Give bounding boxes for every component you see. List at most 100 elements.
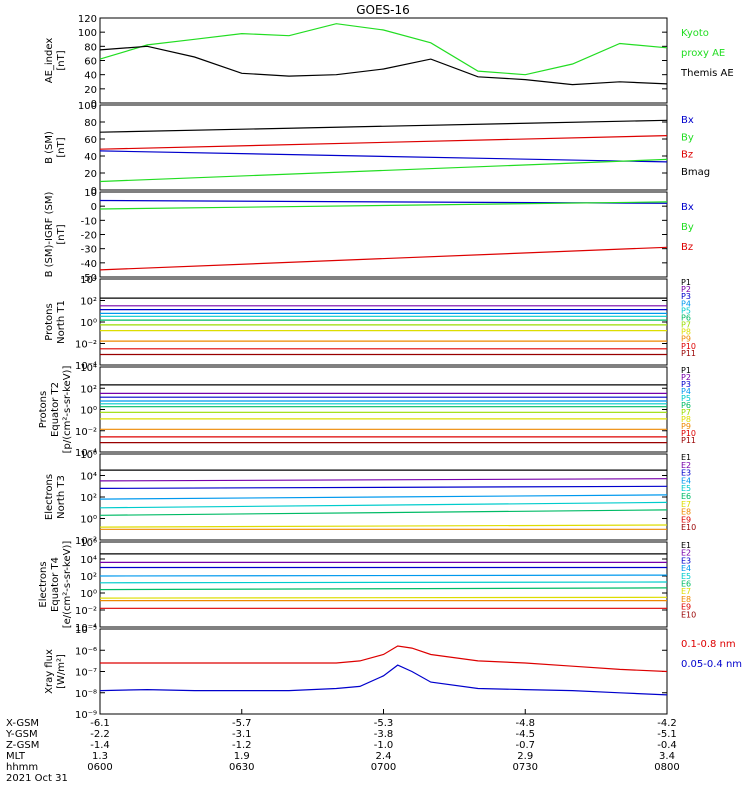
y-tick-label: 20 [84, 85, 97, 96]
legend-entry: P8 [681, 415, 691, 424]
legend-entry: P10 [681, 429, 696, 438]
x-tick-label: -1.0 [374, 740, 394, 751]
legend-entry: E10 [681, 523, 696, 532]
y-axis-label: AE_index [44, 38, 55, 84]
panel-frame [99, 104, 668, 191]
legend-entry: E6 [681, 492, 691, 501]
panel-eeq: 10⁶ 10⁴ 10² 10⁰ 10⁻² 10⁻⁴ Electrons Equator T4[… [38, 538, 696, 634]
series-line-by [99, 201, 668, 210]
panel-bigrf: 100-10-20-30-40-50B (SM)-IGRF (SM) [nT]Bx… [44, 188, 694, 284]
legend-entry: Bx [681, 115, 694, 126]
panel-frame [99, 278, 668, 366]
legend-entry: P7 [681, 408, 691, 417]
series-line-e6 [99, 509, 668, 516]
panel-frame [99, 191, 668, 278]
x-tick-label: -3.8 [374, 729, 394, 740]
y-tick-label: 10⁰ [80, 406, 97, 417]
legend-entry: E10 [681, 610, 696, 619]
legend-entry: E8 [681, 595, 691, 604]
legend-entry: P1 [681, 366, 691, 375]
x-tick-label: 3.4 [659, 751, 675, 762]
y-tick-label: 10⁴ [80, 555, 97, 566]
y-axis-label: [nT] [56, 50, 67, 70]
legend-entry: P3 [681, 292, 691, 301]
y-tick-label: 80 [84, 118, 97, 129]
legend-entry: E2 [681, 461, 691, 470]
legend-entry: E2 [681, 549, 691, 558]
y-tick-label: -20 [81, 231, 97, 242]
x-axis-row-label: hhmm [6, 762, 38, 773]
legend-entry: P10 [681, 342, 696, 351]
y-tick-label: 10⁻⁸ [75, 689, 97, 700]
y-axis-label: North T3 [56, 475, 67, 519]
y-tick-label: 100 [78, 28, 97, 39]
legend-entry: 0.05-0.4 nm [681, 659, 742, 670]
series-line-bz [99, 135, 668, 150]
panel-peq: 10⁴ 10² 10⁰ 10⁻² 10⁻⁴ Protons Equator T2 [p/(cm… [38, 363, 696, 459]
y-tick-label: 10 [84, 188, 97, 199]
y-tick-label: 40 [84, 152, 97, 163]
legend-entry: P2 [681, 373, 691, 382]
x-axis-row-label: Y-GSM [5, 729, 38, 740]
panel-ae: 120 100 80 60 40 20 0 AE_index [nT] Kyoto proxy AE… [44, 14, 734, 110]
legend-entry: Bz [681, 150, 693, 161]
series-line-bx [99, 150, 668, 163]
y-tick-label: 40 [84, 71, 97, 82]
legend-entry: E9 [681, 603, 691, 612]
series-line-e7 [99, 524, 668, 528]
y-axis-label: B (SM)-IGRF (SM) [44, 192, 55, 278]
legend-entry: E9 [681, 515, 691, 524]
x-tick-label: -5.3 [374, 718, 394, 729]
x-axis-row-label: MLT [6, 751, 26, 762]
series-line-0-1-0-8-nm [100, 645, 668, 673]
legend-entry: E6 [681, 580, 691, 589]
y-tick-label: 10² [80, 384, 97, 395]
legend-entry: E5 [681, 572, 691, 581]
y-axis-label: B (SM) [44, 131, 55, 164]
x-tick-label: 0800 [654, 762, 679, 773]
series-line-e6 [99, 587, 668, 591]
y-tick-label: 60 [84, 135, 97, 146]
legend-entry: By [681, 222, 694, 233]
legend-entry: E1 [681, 541, 691, 550]
legend-entry: E5 [681, 484, 691, 493]
y-tick-label: 10⁻⁴ [75, 448, 97, 459]
y-tick-label: 10⁰ [80, 589, 97, 600]
x-axis-row-label: Z-GSM [6, 740, 39, 751]
legend-entry: Kyoto [681, 28, 709, 39]
y-tick-label: 10⁶ [80, 538, 97, 549]
series-line-bz [99, 246, 668, 271]
y-tick-label: 10² [80, 572, 97, 583]
legend-entry: E3 [681, 469, 691, 478]
legend-entry: P11 [681, 436, 696, 445]
panel-frame [99, 628, 668, 715]
x-tick-label: -6.1 [90, 718, 110, 729]
y-tick-label: 10⁴ [80, 275, 97, 286]
x-tick-label: -5.7 [232, 718, 252, 729]
y-axis-label: Protons [44, 303, 55, 340]
y-tick-label: -30 [81, 245, 97, 256]
y-axis-label: [nT] [56, 224, 67, 244]
legend-entry: P6 [681, 401, 691, 410]
y-tick-label: 10⁻² [75, 427, 97, 438]
legend-entry: P4 [681, 387, 691, 396]
legend-entry: P9 [681, 335, 691, 344]
plot-title: GOES-16 [356, 3, 410, 17]
y-axis-label: Equator T4 [50, 557, 61, 612]
series-line-bmag [99, 119, 668, 133]
y-tick-label: 10⁻⁷ [75, 668, 97, 679]
legend-entry: Bmag [681, 167, 710, 178]
legend-entry: P11 [681, 349, 696, 358]
legend-entry: P7 [681, 321, 691, 330]
series-line-themis-ae [99, 45, 668, 86]
x-tick-label: 0630 [229, 762, 254, 773]
panel-frame [99, 366, 668, 453]
panel-xray: 10⁻⁵ 10⁻⁶ 10⁻⁷ 10⁻⁸ 10⁻⁹ Xray flux [W/m²] 0.1-0… [44, 625, 742, 721]
x-tick-label: -1.4 [90, 740, 110, 751]
x-tick-label: -4.8 [515, 718, 535, 729]
y-tick-label: 10⁴ [80, 363, 97, 374]
legend-entry: E4 [681, 564, 691, 573]
y-axis-label: [W/m²] [56, 654, 67, 689]
